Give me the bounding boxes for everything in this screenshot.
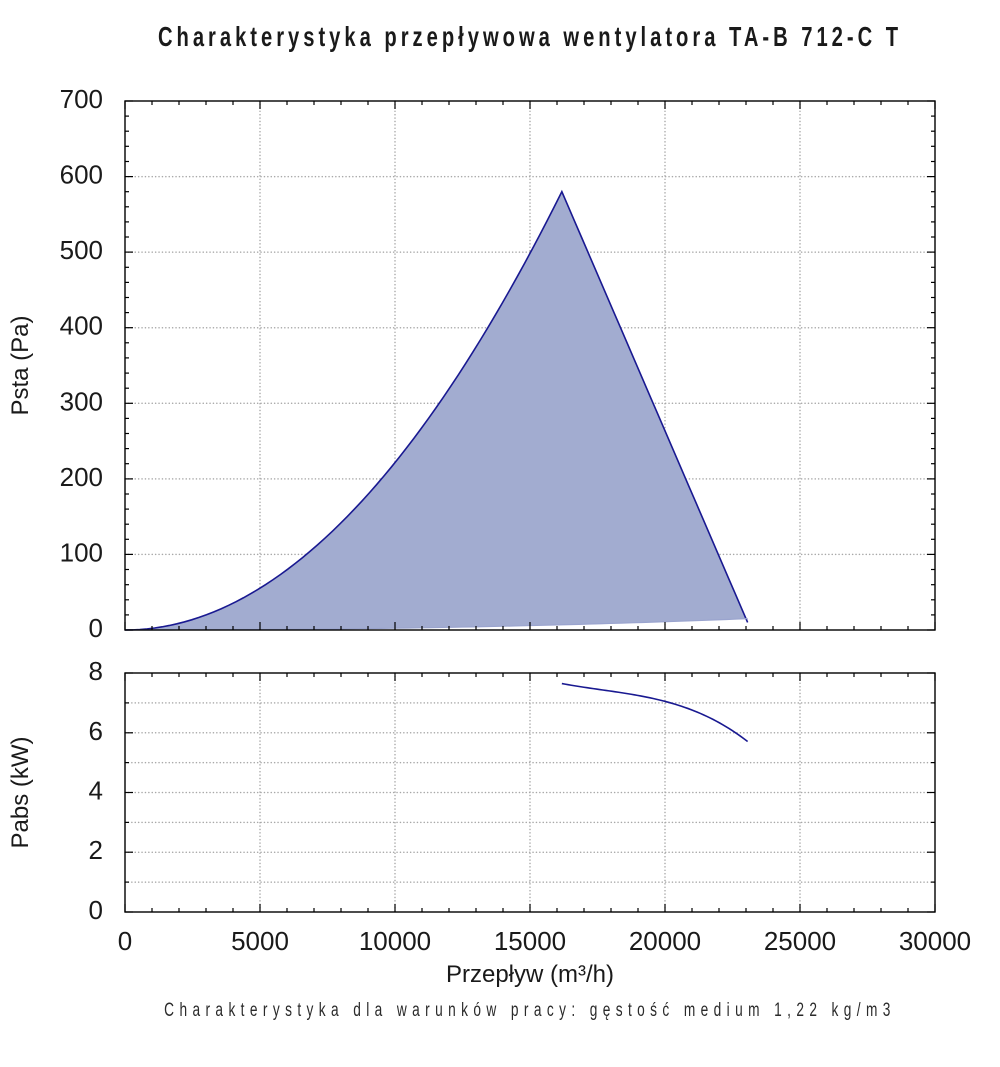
svg-text:700: 700 (60, 84, 103, 114)
svg-text:0: 0 (89, 895, 103, 925)
svg-text:25000: 25000 (764, 926, 836, 956)
svg-text:4: 4 (89, 776, 103, 806)
svg-text:500: 500 (60, 235, 103, 265)
svg-text:Przepływ (m³/h): Przepływ (m³/h) (446, 961, 614, 988)
svg-text:2: 2 (89, 835, 103, 865)
svg-text:200: 200 (60, 462, 103, 492)
svg-text:15000: 15000 (494, 926, 566, 956)
svg-text:30000: 30000 (899, 926, 971, 956)
svg-text:6: 6 (89, 716, 103, 746)
svg-text:8: 8 (89, 656, 103, 686)
svg-text:5000: 5000 (231, 926, 289, 956)
svg-text:0: 0 (89, 613, 103, 643)
svg-text:Pabs (kW): Pabs (kW) (7, 736, 34, 848)
svg-text:10000: 10000 (359, 926, 431, 956)
svg-text:100: 100 (60, 537, 103, 567)
svg-text:400: 400 (60, 311, 103, 341)
svg-text:20000: 20000 (629, 926, 701, 956)
svg-text:600: 600 (60, 160, 103, 190)
svg-text:Psta (Pa): Psta (Pa) (7, 315, 34, 415)
svg-text:0: 0 (118, 926, 132, 956)
svg-text:300: 300 (60, 386, 103, 416)
